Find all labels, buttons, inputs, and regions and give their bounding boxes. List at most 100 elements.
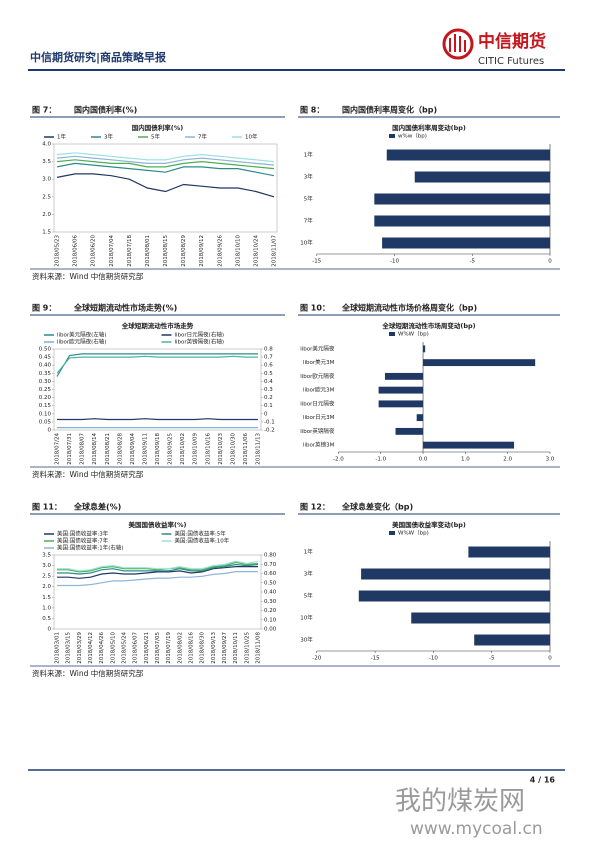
x-tick-label: 0.0 [419,457,428,463]
x-tick-label: 2018/08/16 [189,632,195,664]
plot-frame [53,348,262,431]
series-line [56,162,275,177]
chart-title: 国内国债利率周变动(bp) [392,123,466,132]
y-tick-label: 5年 [304,195,313,203]
bar [411,612,550,624]
x-tick-label: 2.0 [503,457,512,463]
legend-label: w%w（bp) [398,133,427,140]
y-tick-label: 7年 [304,217,313,225]
legend-label: 10年 [245,133,258,141]
x-tick-label: 2018/03/01 [55,632,61,664]
x-tick-label: 2018/10/09 [193,433,199,465]
bar [423,359,536,367]
logo-icon-bars [449,34,466,52]
bar [361,568,550,580]
x-tick-label: -10 [390,259,399,265]
x-tick-label: 2018/11/06 [243,433,249,465]
y-tick-label: 3.0 [42,563,51,569]
x-tick-label: -1.0 [375,457,386,463]
series-line [57,560,259,572]
x-tick-label: 2018/07/24 [55,433,61,465]
y-tick-label: libor欧元隔夜 [300,372,335,380]
x-tick-label: 2018/09/26 [217,235,223,267]
plot-frame [53,143,278,233]
x-tick-label: 2018/05/10 [110,632,116,664]
y2-tick-label: 0.10 [264,617,277,623]
series-line [57,561,259,573]
y2-tick-label: 0.80 [264,553,277,559]
y2-tick-label: 0.70 [264,562,277,568]
y2-tick-label: 0.50 [264,580,277,586]
page-number: 4 / 16 [530,776,556,785]
y-tick-label: 5年 [304,592,313,600]
legend-label: 1年 [57,133,66,141]
x-tick-label: 2018/08/15 [163,235,169,267]
legend-label: 5年 [151,133,160,141]
legend-label: libor英镑隔夜(右轴) [175,338,224,346]
x-tick-label: 2018/10/24 [253,235,259,267]
watermark-cn: 我的煤炭网 [395,787,525,817]
x-tick-label: 2018/09/27 [222,632,228,664]
y2-tick-label: 0.2 [264,395,273,401]
legend-label: 美国:国债收益率:5年 [175,530,227,538]
y2-tick-label: 0.7 [264,355,273,361]
x-tick-label: 2018/11/08 [256,632,262,664]
legend-swatch [389,531,395,535]
x-tick-label: 3.0 [546,457,555,463]
y2-tick-label: 0.20 [264,608,277,614]
chart-title: 全球短期流动性市场周变动(bp) [381,321,475,330]
x-tick-label: 2018/10/30 [230,433,236,465]
figure-caption: 全球息差(%) [73,502,121,512]
x-tick-label: 2018/11/07 [272,235,278,267]
x-tick-label: 2018/08/01 [145,235,151,267]
series-line [56,173,275,198]
x-tick-label: 2018/08/30 [200,632,206,664]
y-tick-label: 0.50 [39,347,52,353]
logo-cn: 中信期货 [478,31,546,52]
y-tick-label: libor日元3M [303,414,335,421]
legend-label: libor欧元隔夜(右轴) [57,338,106,346]
y2-tick-label: 0.4 [264,379,273,385]
x-tick-label: 2018/07/05 [155,632,161,664]
y-tick-label: 10年 [300,614,313,622]
x-tick-label: 2018/05/23 [55,235,61,267]
bar [423,345,426,353]
y-tick-label: 0.35 [39,371,52,377]
x-tick-label: 2018/08/14 [92,433,98,465]
bar [386,149,550,161]
series-line [56,355,258,374]
x-tick-label: 2018/10/25 [244,632,250,664]
bar [382,237,550,249]
legend-label: W%W（bp) [398,530,429,537]
bar [378,400,424,408]
y-tick-label: libor美元3M [303,358,335,366]
chart-title: 国内国债利率(%) [132,123,183,132]
y-tick-label: 3年 [304,570,313,578]
figure-source: 资料来源：Wind 中信期货研究部 [32,271,144,281]
legend-label: 美国:国债收益率:3年 [57,530,109,538]
series-line [57,571,258,587]
legend-label: 3年 [104,133,113,141]
x-tick-label: -15 [371,656,380,662]
y-tick-label: 3.0 [42,177,51,183]
logo-icon [442,28,474,60]
legend-label: libor日元隔夜(右轴) [175,331,224,339]
y2-tick-label: 0.5 [264,371,273,377]
x-tick-label: 2018/06/20 [91,235,97,267]
y2-tick-label: 0.00 [264,627,277,633]
series-line [56,152,275,163]
y-tick-label: 30年 [300,636,313,644]
y-tick-label: 0.5 [42,616,51,622]
y-tick-label: libor英镑隔夜 [300,427,335,435]
x-tick-label: 2018/06/21 [144,632,150,664]
x-tick-label: 2018/10/11 [233,632,239,664]
x-tick-label: -5 [489,656,495,662]
x-tick-label: 2018/09/04 [130,433,136,465]
x-tick-label: 2018/04/26 [99,632,105,664]
figure-caption: 全球息差变化（bp) [341,502,413,512]
x-tick-label: 2018/10/02 [180,433,186,465]
watermark-url: www.mycoal.cn [410,819,543,839]
bar [414,171,550,183]
bar [395,427,424,435]
x-tick-label: 2018/03/15 [66,632,72,664]
